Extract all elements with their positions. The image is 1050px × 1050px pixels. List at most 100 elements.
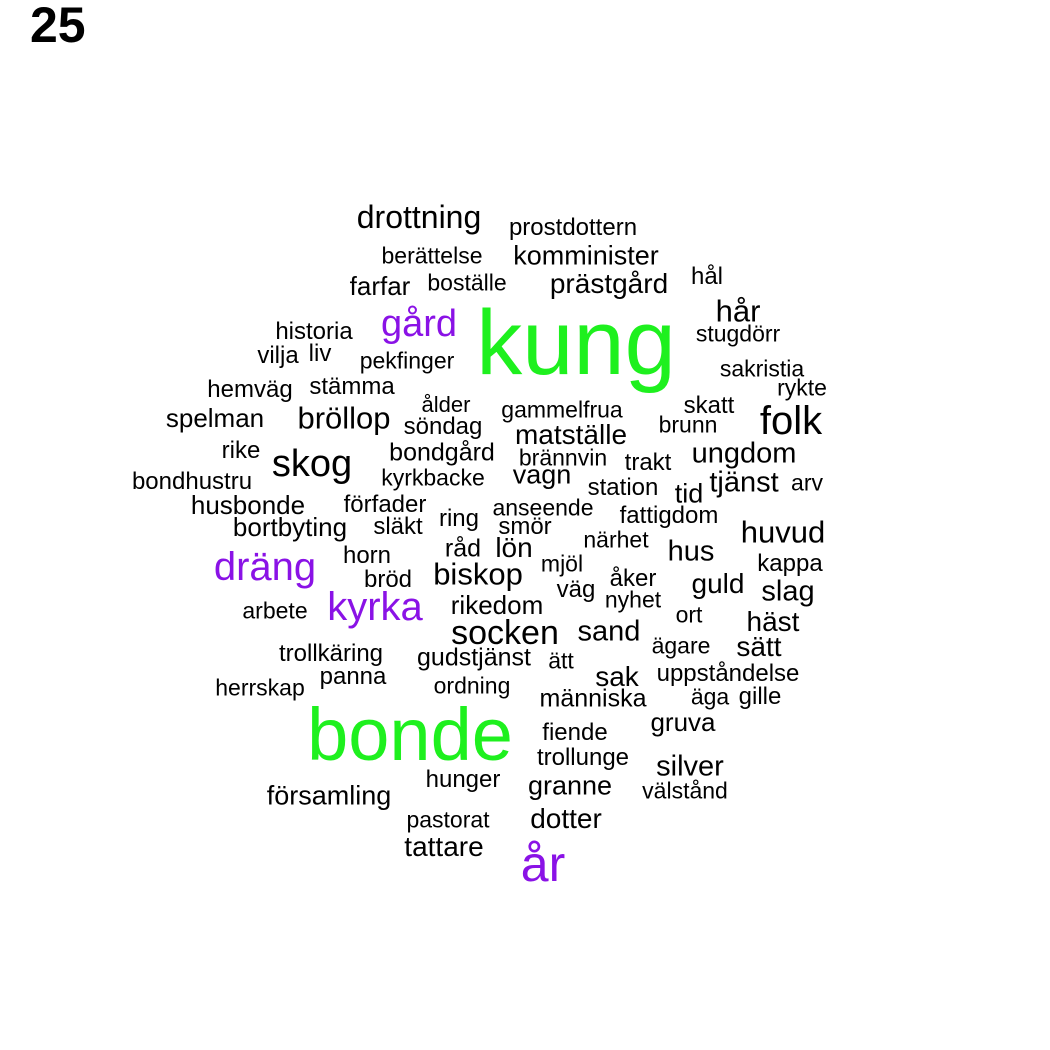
word-63: bröd	[363, 566, 413, 593]
word-5: dräng	[213, 545, 317, 589]
word-60: hus	[667, 535, 715, 568]
word-72: ort	[675, 601, 703, 628]
word-41: kyrkbacke	[381, 464, 485, 491]
word-46: tid	[674, 478, 704, 509]
word-2: bonde	[307, 693, 513, 776]
word-92: silver	[656, 750, 724, 783]
word-61: kappa	[757, 550, 823, 577]
word-36: ungdom	[691, 437, 797, 470]
word-86: människa	[539, 684, 647, 713]
word-48: förfader	[343, 491, 427, 518]
word-56: närhet	[583, 526, 649, 553]
word-71: rikedom	[450, 590, 544, 620]
word-91: trollunge	[536, 744, 630, 771]
word-51: bortbyting	[232, 512, 348, 542]
word-99: tattare	[404, 831, 484, 862]
word-97: pastorat	[406, 806, 490, 833]
word-1: kung	[476, 292, 676, 394]
word-6: kyrka	[327, 585, 423, 629]
word-43: tjänst	[709, 466, 779, 499]
word-85: ordning	[433, 672, 511, 699]
word-54: smör	[498, 513, 552, 540]
word-95: välstånd	[642, 777, 728, 804]
word-64: biskop	[433, 556, 523, 592]
word-18: vilja	[257, 342, 299, 369]
word-10: komminister	[513, 240, 659, 271]
word-79: gudstjänst	[417, 643, 531, 672]
word-4: gård	[380, 303, 458, 345]
word-73: häst	[746, 606, 800, 637]
word-29: bröllop	[297, 400, 391, 436]
word-69: nyhet	[604, 586, 662, 613]
word-15: hår	[715, 293, 761, 329]
word-9: berättelse	[381, 242, 483, 269]
word-37: skog	[271, 443, 353, 485]
word-87: äga	[690, 683, 730, 710]
word-23: stämma	[309, 373, 395, 400]
word-88: gille	[738, 683, 782, 710]
word-82: sak	[595, 661, 639, 692]
word-52: släkt	[373, 513, 423, 540]
word-22: hemväg	[207, 376, 293, 403]
word-21: sakristia	[719, 355, 805, 382]
word-44: arv	[791, 469, 823, 496]
word-67: slag	[761, 575, 815, 608]
word-34: rike	[221, 437, 261, 464]
word-98: dotter	[530, 803, 602, 834]
word-12: boställe	[427, 269, 507, 296]
word-57: horn	[342, 542, 392, 569]
word-84: herrskap	[215, 674, 305, 701]
word-42: vagn	[512, 459, 572, 490]
word-35: bondgård	[389, 438, 495, 467]
word-66: guld	[691, 568, 745, 599]
word-76: ägare	[651, 632, 711, 659]
word-17: stugdörr	[695, 320, 781, 347]
word-3: år	[520, 836, 566, 892]
word-38: brännvin	[518, 444, 608, 471]
panel-number: 25	[30, 0, 86, 53]
word-59: lön	[495, 532, 533, 563]
word-53: ring	[438, 505, 480, 532]
word-83: uppståndelse	[656, 660, 800, 687]
word-49: anseende	[492, 494, 594, 521]
word-33: matställe	[514, 419, 628, 450]
word-89: gruva	[650, 707, 716, 737]
word-94: granne	[527, 770, 613, 801]
word-55: huvud	[740, 514, 826, 550]
word-50: fattigdom	[619, 502, 719, 529]
word-45: station	[587, 474, 659, 501]
word-90: fiende	[542, 719, 608, 746]
word-32: brunn	[658, 411, 718, 438]
word-40: bondhustru	[131, 468, 253, 495]
word-11: farfar	[349, 271, 411, 301]
word-65: åker	[609, 565, 657, 592]
word-7: drottning	[356, 199, 482, 235]
word-16: historia	[275, 318, 353, 345]
word-24: rykte	[777, 374, 827, 401]
word-13: prästgård	[549, 268, 669, 299]
word-31: folk	[759, 399, 823, 443]
word-80: ätt	[548, 647, 574, 674]
word-58: råd	[444, 534, 482, 563]
word-39: trakt	[624, 449, 672, 476]
word-26: gammelfrua	[501, 396, 623, 423]
word-25: ålder	[421, 392, 471, 417]
word-78: trollkäring	[278, 640, 384, 667]
word-30: söndag	[403, 413, 483, 440]
word-93: hunger	[425, 766, 501, 793]
word-74: socken	[451, 614, 559, 652]
word-68: väg	[556, 576, 596, 603]
word-47: husbonde	[190, 490, 306, 520]
word-75: sand	[577, 615, 641, 648]
word-28: spelman	[165, 403, 265, 433]
word-96: församling	[266, 780, 392, 811]
word-70: arbete	[242, 597, 308, 624]
word-14: hål	[690, 263, 724, 290]
word-8: prostdottern	[508, 214, 638, 241]
word-62: mjöl	[540, 550, 584, 577]
word-77: sätt	[736, 631, 782, 662]
word-19: liv	[308, 340, 332, 367]
word-27: skatt	[683, 392, 735, 419]
word-20: pekfinger	[359, 347, 455, 374]
